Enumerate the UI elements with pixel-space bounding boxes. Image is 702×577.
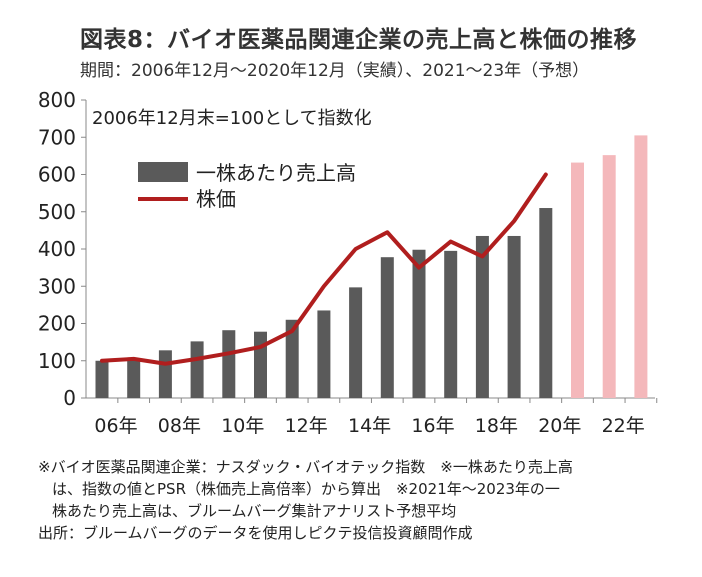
footnote-line: 株あたり売上高は、ブルームバーグ集計アナリスト予想平均 bbox=[52, 502, 457, 520]
sales-bar bbox=[317, 310, 331, 398]
y-tick-label: 100 bbox=[38, 349, 76, 373]
y-tick-label: 0 bbox=[63, 386, 76, 410]
sales-bar bbox=[507, 235, 521, 398]
x-tick-label: 10年 bbox=[221, 415, 264, 437]
sales-bar bbox=[285, 319, 299, 398]
footnote-line: は、指数の値とPSR（株価売上高倍率）から算出 ※2021年～2023年の一 bbox=[52, 480, 560, 498]
x-tick-label: 08年 bbox=[158, 415, 201, 437]
chart-svg: 0 100 200 300 400 500 600 700 800 06年 08年 10年 12年 14年… bbox=[38, 88, 658, 437]
x-tick-label: 16年 bbox=[411, 415, 454, 437]
sales-bar bbox=[158, 350, 172, 398]
footnote-line: ※バイオ医薬品関連企業：ナスダック・バイオテック指数 ※一株あたり売上高 bbox=[38, 458, 573, 476]
chart-title: 図表8：バイオ医薬品関連企業の売上高と株価の推移 bbox=[80, 27, 638, 53]
x-tick-label: 06年 bbox=[94, 415, 137, 437]
y-tick-label: 600 bbox=[38, 163, 76, 187]
x-tick-label: 22年 bbox=[602, 415, 645, 437]
line-series bbox=[100, 172, 548, 366]
bar-series bbox=[95, 135, 648, 398]
sales-bar bbox=[539, 208, 553, 398]
sales-bar bbox=[95, 360, 109, 398]
forecast-bar bbox=[602, 155, 616, 398]
chart-subtitle: 期間：2006年12月～2020年12月（実績）、2021～23年（予想） bbox=[80, 61, 590, 81]
sales-bar bbox=[380, 257, 394, 398]
legend-bar-label: 一株あたり売上高 bbox=[196, 161, 356, 185]
source-line: 出所：ブルームバーグのデータを使用しピクテ投信投資顧問作成 bbox=[38, 524, 473, 542]
sales-bar bbox=[190, 341, 204, 398]
y-tick-label: 500 bbox=[38, 200, 76, 224]
forecast-bar bbox=[571, 162, 584, 398]
y-tick-label: 400 bbox=[38, 237, 76, 261]
legend-line-label: 株価 bbox=[196, 187, 236, 211]
axes: 0 100 200 300 400 500 600 700 800 06年 08年 10年 12年 14年… bbox=[38, 88, 658, 437]
chart-annotation: 2006年12月末=100として指数化 bbox=[92, 108, 372, 129]
sales-bar bbox=[444, 250, 458, 398]
sales-bar bbox=[127, 358, 141, 398]
x-tick-label: 14年 bbox=[348, 415, 391, 437]
y-tick-label: 200 bbox=[38, 312, 76, 336]
x-tick-label: 20年 bbox=[538, 415, 581, 437]
y-tick-label: 800 bbox=[38, 88, 76, 112]
footnotes: ※バイオ医薬品関連企業：ナスダック・バイオテック指数 ※一株あたり売上高 は、指… bbox=[38, 456, 688, 544]
forecast-bar bbox=[634, 135, 648, 398]
sales-bar bbox=[222, 330, 236, 398]
sales-bar bbox=[349, 287, 363, 398]
legend-bar-swatch bbox=[138, 162, 188, 182]
x-tick-label: 18年 bbox=[475, 415, 518, 437]
x-tick-label: 12年 bbox=[285, 415, 328, 437]
y-tick-label: 700 bbox=[38, 125, 76, 149]
sales-bar bbox=[475, 235, 489, 398]
sales-bar bbox=[412, 249, 426, 398]
y-tick-label: 300 bbox=[38, 274, 76, 298]
sales-bar bbox=[254, 331, 267, 398]
